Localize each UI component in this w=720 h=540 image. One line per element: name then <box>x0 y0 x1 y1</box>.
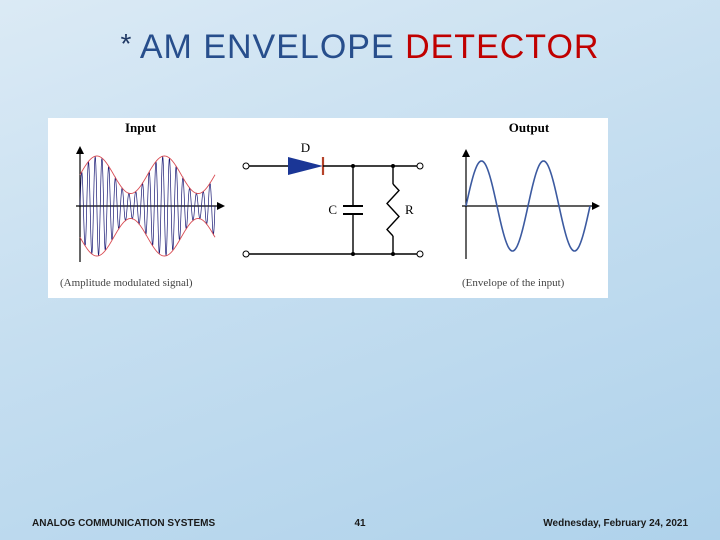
figure-panel: Input (Amplitude modulated signal) D C R Outp… <box>48 118 608 298</box>
svg-text:Output: Output <box>509 120 550 135</box>
figure-svg: Input (Amplitude modulated signal) D C R Outp… <box>48 118 608 298</box>
svg-text:Input: Input <box>125 120 157 135</box>
slide: * AM ENVELOPE DETECTOR Input (Amplitude m… <box>0 0 720 540</box>
slide-title-row: * AM ENVELOPE DETECTOR <box>0 28 720 67</box>
svg-text:(Envelope of the input): (Envelope of the input) <box>462 277 565 289</box>
title-bullet-asterisk: * <box>121 28 132 59</box>
svg-text:C: C <box>328 202 337 217</box>
footer-date: Wednesday, February 24, 2021 <box>543 518 688 529</box>
svg-text:R: R <box>405 202 414 217</box>
slide-title: AM ENVELOPE DETECTOR <box>140 28 600 66</box>
svg-text:(Amplitude modulated signal): (Amplitude modulated signal) <box>60 277 193 289</box>
svg-text:D: D <box>301 140 310 155</box>
